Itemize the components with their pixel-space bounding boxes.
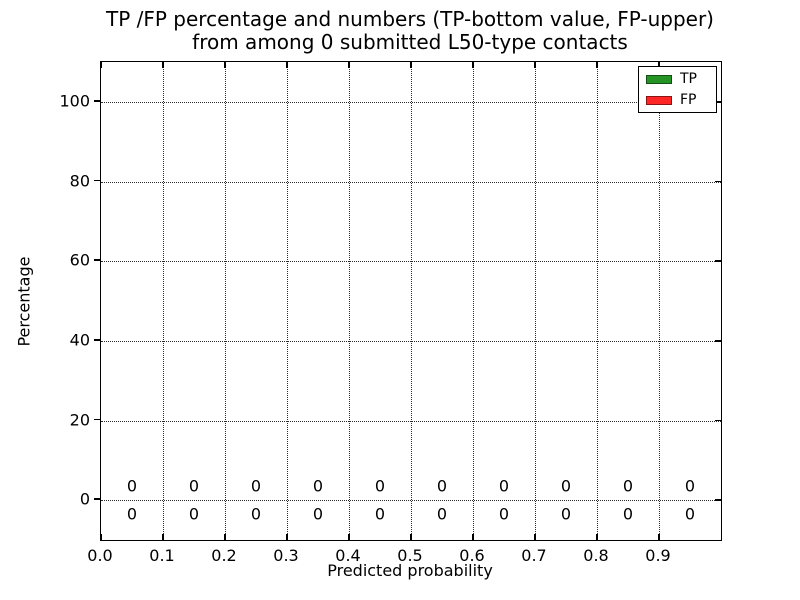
tp-count-label: 0 — [126, 504, 138, 524]
gridline-vertical — [659, 62, 660, 540]
gridline-horizontal — [101, 261, 721, 263]
y-tick-left — [94, 100, 100, 102]
plot-area: TP FP 0 0 0 0 0 0 0 0 0 0 0 0 0 0 0 0 0 0 0 0 — [100, 61, 722, 541]
gridline-vertical — [473, 62, 474, 540]
gridline-horizontal — [101, 340, 721, 342]
tp-count-label: 0 — [436, 504, 448, 524]
chart-title: TP /FP percentage and numbers (TP-bottom… — [0, 8, 800, 54]
tp-count-label: 0 — [684, 504, 696, 524]
x-tick-top — [348, 62, 350, 68]
fp-count-label: 0 — [684, 476, 696, 496]
x-tick-top — [410, 62, 412, 68]
x-tick-top — [658, 62, 660, 68]
x-tick-top — [534, 62, 536, 68]
x-axis-label: Predicted probability — [327, 561, 493, 580]
legend: TP FP — [638, 66, 717, 113]
y-tick-right — [715, 419, 721, 422]
gridline-vertical — [349, 62, 350, 540]
tp-count-label: 0 — [374, 504, 386, 524]
y-tick-left — [94, 339, 100, 341]
x-tick-label: 0.5 — [397, 546, 423, 565]
y-tick-label: 0 — [79, 489, 90, 509]
x-tick-label: 0.3 — [273, 546, 299, 565]
fp-count-label: 0 — [312, 476, 324, 496]
y-tick-label: 80 — [69, 171, 90, 190]
y-tick-left — [94, 179, 100, 182]
x-tick-label: 0.9 — [645, 546, 671, 565]
y-tick-right — [715, 101, 721, 103]
fp-count-label: 0 — [250, 476, 262, 496]
gridline-horizontal — [101, 420, 721, 422]
tp-color-swatch — [646, 74, 672, 84]
x-tick-bottom — [286, 534, 288, 540]
x-tick-bottom — [162, 534, 164, 540]
legend-label-tp: TP — [680, 71, 697, 87]
y-tick-left — [94, 259, 100, 261]
x-tick-bottom — [224, 534, 226, 540]
fp-count-label: 0 — [374, 476, 386, 496]
tp-count-label: 0 — [250, 504, 262, 524]
x-tick-top — [472, 62, 474, 68]
fp-count-label: 0 — [188, 476, 200, 496]
y-tick-right — [715, 260, 721, 262]
x-tick-label: 0.1 — [149, 546, 175, 565]
legend-label-fp: FP — [680, 92, 697, 108]
x-tick-bottom — [534, 534, 536, 540]
x-tick-top — [100, 62, 102, 68]
gridline-horizontal — [101, 101, 721, 103]
gridline-vertical — [535, 62, 536, 540]
x-tick-bottom — [100, 534, 102, 540]
x-tick-label: 0.0 — [87, 546, 113, 565]
x-tick-top — [224, 62, 226, 68]
x-tick-label: 0.6 — [459, 546, 485, 565]
chart-title-line1: TP /FP percentage and numbers (TP-bottom… — [106, 7, 714, 31]
x-tick-bottom — [410, 534, 412, 540]
y-tick-right — [715, 180, 721, 183]
fp-count-label: 0 — [436, 476, 448, 496]
x-tick-label: 0.2 — [211, 546, 237, 565]
x-tick-label: 0.4 — [335, 546, 361, 565]
x-tick-bottom — [596, 534, 598, 540]
y-tick-left — [94, 418, 100, 421]
tp-count-label: 0 — [498, 504, 510, 524]
x-tick-bottom — [658, 534, 660, 540]
fp-color-swatch — [646, 95, 672, 105]
y-tick-label: 40 — [69, 330, 90, 350]
y-axis-label: Percentage — [14, 256, 34, 347]
x-tick-bottom — [348, 534, 350, 540]
chart-title-line2: from among 0 submitted L50-type contacts — [192, 30, 628, 54]
y-tick-right — [715, 340, 721, 342]
y-tick-right — [715, 499, 721, 501]
y-tick-label: 60 — [69, 250, 90, 270]
fp-count-label: 0 — [622, 476, 634, 496]
gridline-vertical — [225, 62, 226, 540]
x-tick-top — [286, 62, 288, 68]
legend-entry-tp: TP — [646, 72, 710, 86]
tp-count-label: 0 — [188, 504, 200, 524]
x-tick-top — [596, 62, 598, 68]
fp-count-label: 0 — [126, 476, 138, 496]
gridline-vertical — [287, 62, 288, 540]
tp-count-label: 0 — [560, 504, 572, 524]
fp-count-label: 0 — [498, 476, 510, 496]
gridline-vertical — [411, 62, 412, 540]
x-tick-label: 0.7 — [521, 546, 547, 565]
fp-count-label: 0 — [560, 476, 572, 496]
x-tick-label: 0.8 — [583, 546, 609, 565]
x-tick-bottom — [472, 534, 474, 540]
gridline-vertical — [597, 62, 598, 540]
y-tick-label: 20 — [69, 410, 90, 429]
y-tick-left — [94, 498, 100, 500]
gridline-vertical — [163, 62, 164, 540]
tp-count-label: 0 — [312, 504, 324, 524]
gridline-horizontal — [101, 500, 721, 502]
gridline-horizontal — [101, 181, 721, 183]
tp-count-label: 0 — [622, 504, 634, 524]
x-tick-top — [162, 62, 164, 68]
legend-entry-fp: FP — [646, 93, 710, 107]
y-tick-label: 100 — [59, 91, 90, 111]
